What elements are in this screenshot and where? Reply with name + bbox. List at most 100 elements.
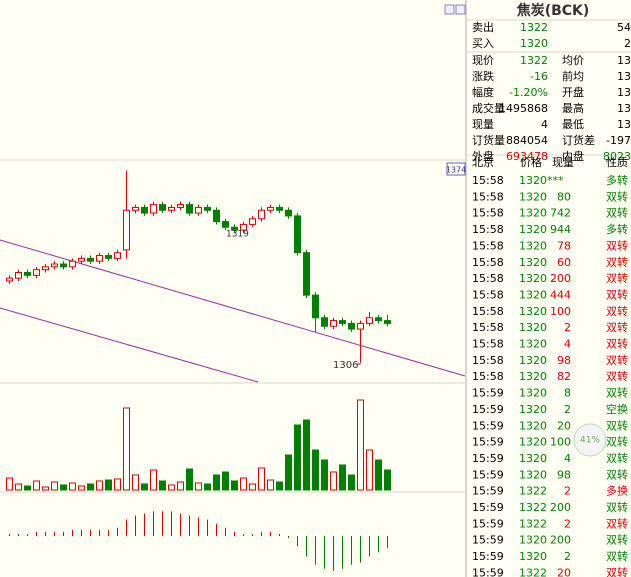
trade-qty: 4 [564, 338, 571, 351]
trade-time: 15:59 [472, 403, 504, 416]
quote-value: 13 [617, 70, 631, 83]
volume-bar [330, 471, 337, 491]
volume-bar [78, 485, 85, 491]
window-button[interactable] [455, 4, 466, 15]
candle-body [60, 263, 67, 268]
trade-qty: 200 [550, 272, 571, 285]
trade-nature: 空换 [606, 402, 628, 416]
quote-label: 成交量 [472, 101, 505, 115]
trade-time: 15:58 [472, 321, 504, 334]
candle-body [276, 206, 283, 211]
trade-nature: 双转 [606, 238, 628, 252]
quote-label: 涨跌 [472, 69, 494, 83]
trade-time: 15:58 [472, 223, 504, 236]
volume-bar [114, 478, 121, 491]
trade-nature: 双转 [606, 549, 628, 563]
quote-value: 1495868 [499, 102, 548, 115]
quote-value: 13 [617, 102, 631, 115]
volume-bar [33, 480, 40, 491]
trade-price: 1320 [519, 272, 547, 285]
trade-nature: 多转 [606, 173, 628, 187]
trade-time: 15:59 [472, 485, 504, 498]
volume-bar [276, 481, 283, 491]
badge[interactable] [573, 423, 607, 457]
trade-qty: 742 [550, 207, 571, 220]
trade-nature: 双转 [606, 418, 628, 432]
quote-label: 最高 [562, 101, 584, 115]
candle-body [249, 218, 256, 225]
quote-label: 买入 [472, 37, 494, 50]
candle-body [186, 204, 193, 214]
candle-body [114, 252, 121, 259]
trade-price: 1320 [519, 387, 547, 400]
candle-body [159, 204, 166, 211]
quote-value: -1.20% [509, 86, 548, 99]
candle-body [348, 322, 355, 330]
trade-price: 1320 [519, 223, 547, 236]
trade-qty: 4 [564, 452, 571, 465]
volume-bar [69, 482, 76, 491]
annotation: 1306 [333, 360, 358, 371]
trade-time: 15:59 [472, 452, 504, 465]
volume-bar [294, 424, 301, 491]
trade-nature: 双转 [606, 369, 628, 383]
quote-label: 均价 [562, 54, 584, 67]
trade-price: 1320 [519, 338, 547, 351]
trade-qty: 200 [550, 501, 571, 514]
trade-time: 15:59 [472, 468, 504, 481]
trade-nature: 双转 [606, 516, 628, 530]
volume-bar [375, 459, 382, 491]
quote-value: -197 [606, 134, 631, 147]
candle-body [123, 209, 130, 251]
candle-body [339, 320, 346, 324]
trade-price: 1320 [519, 305, 547, 318]
trade-qty: 82 [557, 370, 571, 383]
volume-bar [186, 468, 193, 491]
candle-body [303, 252, 310, 296]
volume-bar [222, 471, 229, 491]
quote-label: 前均 [562, 69, 584, 83]
trade-nature: 双转 [606, 271, 628, 285]
candle-body [267, 206, 274, 211]
quote-label: 开盘 [562, 85, 584, 99]
trade-nature: 双转 [606, 533, 628, 547]
trade-price: 1320 [519, 239, 547, 252]
price-marker: 1374 [446, 166, 466, 175]
window-button[interactable] [444, 4, 455, 15]
trade-time: 15:59 [472, 550, 504, 563]
trade-qty: 60 [557, 256, 571, 269]
annotation: 1319 [226, 230, 249, 240]
candle-body [213, 209, 220, 223]
quote-label: 幅度 [472, 85, 494, 99]
volume-bar [213, 474, 220, 491]
trade-price: 1320 [519, 550, 547, 563]
trade-time: 15:59 [472, 534, 504, 547]
candle-body [204, 206, 211, 211]
trade-price: 1320 [519, 370, 547, 383]
candle-body [294, 215, 301, 254]
trades-header: 现量 [552, 156, 574, 169]
trade-time: 15:59 [472, 566, 504, 577]
trade-qty: 20 [557, 419, 571, 432]
trend-line [0, 307, 259, 383]
candle-body [321, 317, 328, 327]
trade-time: 15:58 [472, 190, 504, 203]
trade-nature: 双转 [606, 500, 628, 514]
volume-bar [339, 464, 346, 491]
volume-bar [249, 483, 256, 491]
trade-price: 1322 [519, 485, 547, 498]
trade-time: 15:58 [472, 239, 504, 252]
trade-time: 15:58 [472, 272, 504, 285]
volume-bar [312, 449, 319, 491]
trade-qty: 8 [564, 387, 571, 400]
trade-price: 1322 [519, 501, 547, 514]
candle-body [132, 206, 139, 211]
trade-nature: 双转 [606, 353, 628, 367]
candle-body [15, 272, 22, 279]
candle-body [222, 221, 229, 228]
trade-qty: 100 [550, 436, 571, 449]
trade-qty: 2 [564, 485, 571, 498]
quote-value: 693478 [506, 150, 548, 163]
